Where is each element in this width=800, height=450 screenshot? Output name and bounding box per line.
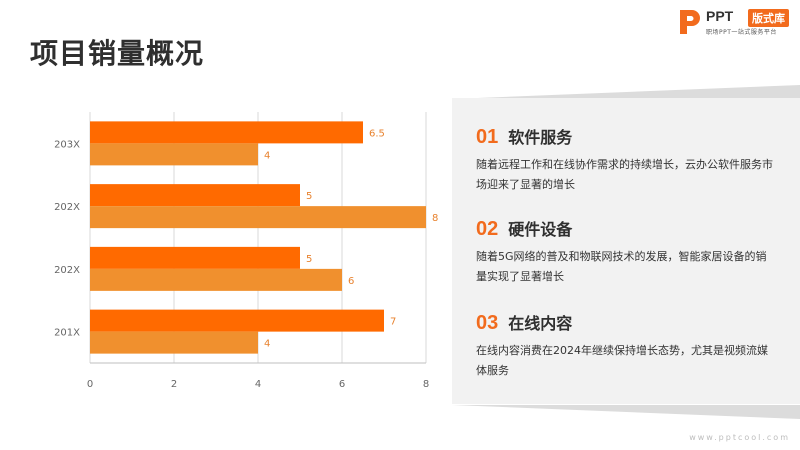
logo-tagline: 职场PPT一站式服务平台 [706,29,777,36]
item-description: 随着5G网络的普及和物联网技术的发展，智能家居设备的销量实现了显著增长 [476,250,767,283]
logo-p-icon [680,10,700,34]
bar-value-label: 6.5 [369,128,385,139]
bar [90,331,258,354]
bar-value-label: 4 [264,150,270,161]
logo-badge: 版式库 [748,9,789,27]
info-item-hardware: 02 硬件设备 随着5G网络的普及和物联网技术的发展，智能家居设备的销量实现了显… [476,216,776,287]
info-item-online-content: 03 在线内容 在线内容消费在2024年继续保持增长态势，尤其是视频流媒体服务 [476,310,776,381]
item-number: 02 [476,218,499,240]
bar-chart: 0 2 4 6 8 201X 7 4 202X 5 6 202X 5 8 203X 6.5 4 [54,112,438,390]
y-category-label: 203X [54,139,80,150]
panel-bottom-stripe [452,404,800,419]
item-number: 03 [476,312,499,334]
item-title: 硬件设备 [508,220,573,239]
x-tick-label: 0 [87,379,93,390]
item-description: 在线内容消费在2024年继续保持增长态势，尤其是视频流媒体服务 [476,344,768,377]
x-tick-label: 8 [423,379,429,390]
y-category-label: 201X [54,328,80,339]
item-description: 随着远程工作和在线协作需求的持续增长，云办公软件服务市场迎来了显著的增长 [476,158,773,191]
item-title: 在线内容 [508,314,573,333]
item-number: 01 [476,126,499,148]
bar [90,143,258,166]
x-tick-label: 6 [339,379,345,390]
bar [90,246,300,269]
page-title: 项目销量概况 [30,37,205,70]
bar-value-label: 7 [390,317,396,328]
item-title: 软件服务 [508,128,573,147]
logo-brand: PPT [706,8,734,24]
info-item-software: 01 软件服务 随着远程工作和在线协作需求的持续增长，云办公软件服务市场迎来了显… [476,124,776,195]
bar-value-label: 6 [348,276,354,287]
bar-value-label: 5 [306,254,312,265]
brand-logo[interactable]: PPT 版式库 职场PPT一站式服务平台 [678,8,796,38]
bar [90,184,300,207]
y-category-label: 202X [54,202,80,213]
panel-top-stripe [452,84,800,99]
bar-value-label: 4 [264,339,270,350]
x-tick-label: 2 [171,379,177,390]
y-category-label: 202X [54,265,80,276]
bar-value-label: 5 [306,191,312,202]
bar [90,121,363,144]
bar [90,206,426,229]
x-tick-label: 4 [255,379,261,390]
footer-url[interactable]: www.pptcool.com [689,433,790,442]
info-panel [452,98,800,404]
bar [90,309,384,332]
bar [90,268,342,291]
bar-value-label: 8 [432,213,438,224]
